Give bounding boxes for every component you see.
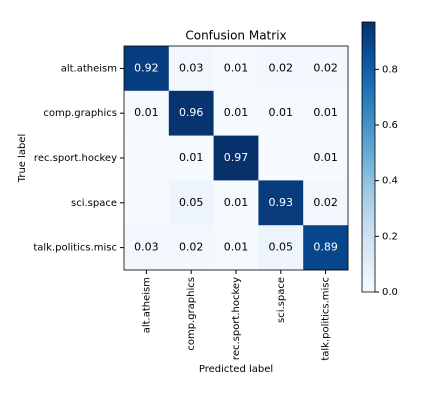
cell bbox=[258, 225, 304, 271]
cell-value: 0.89 bbox=[313, 241, 338, 254]
colorbar-tick-label: 0.2 bbox=[382, 231, 398, 242]
chart-title: Confusion Matrix bbox=[185, 29, 286, 43]
cell-value: 0.01 bbox=[224, 61, 249, 74]
cell-value: 0.96 bbox=[179, 106, 204, 119]
cell-value: 0.05 bbox=[269, 241, 294, 254]
x-tick-label: talk.politics.misc bbox=[321, 277, 332, 361]
x-tick-label: sci.space bbox=[276, 277, 287, 323]
cell bbox=[303, 135, 349, 181]
cell bbox=[124, 225, 170, 271]
cell-value: 0.01 bbox=[134, 106, 159, 119]
cell bbox=[124, 90, 170, 136]
cell-value: 0.01 bbox=[313, 106, 338, 119]
cell-value: 0.97 bbox=[224, 151, 249, 164]
x-tick-label: comp.graphics bbox=[186, 277, 197, 351]
cell-value: 0.01 bbox=[224, 196, 249, 209]
cell-value: 0.03 bbox=[179, 61, 204, 74]
cell bbox=[168, 46, 214, 92]
cell-value: 0.01 bbox=[313, 151, 338, 164]
cell bbox=[303, 180, 349, 226]
cell bbox=[124, 46, 170, 92]
y-tick-label: talk.politics.misc bbox=[33, 243, 117, 254]
cell bbox=[213, 90, 259, 136]
cell bbox=[303, 90, 349, 136]
cell-value: 0.02 bbox=[269, 61, 294, 74]
x-tick-label: rec.sport.hockey bbox=[231, 277, 242, 360]
y-tick-label: alt.atheism bbox=[61, 63, 117, 74]
cell bbox=[258, 135, 304, 181]
cell bbox=[168, 90, 214, 136]
cell-value: 0.05 bbox=[179, 196, 204, 209]
cell bbox=[303, 225, 349, 271]
cell bbox=[213, 180, 259, 226]
cell bbox=[213, 225, 259, 271]
y-tick-label: comp.graphics bbox=[43, 108, 117, 119]
cell-value: 0.92 bbox=[134, 61, 159, 74]
cell-value: 0.01 bbox=[224, 106, 249, 119]
cell bbox=[213, 46, 259, 92]
cell-value: 0.01 bbox=[224, 241, 249, 254]
cell-value: 0.02 bbox=[179, 241, 204, 254]
y-tick-label: rec.sport.hockey bbox=[34, 153, 117, 164]
x-tick-label: alt.atheism bbox=[141, 277, 152, 333]
cell bbox=[258, 90, 304, 136]
cell bbox=[258, 46, 304, 92]
cell-value: 0.03 bbox=[134, 241, 159, 254]
cell bbox=[168, 135, 214, 181]
cell-value: 0.02 bbox=[313, 196, 338, 209]
cell-value: 0.01 bbox=[269, 106, 294, 119]
colorbar-tick-label: 0.0 bbox=[382, 287, 398, 298]
y-axis-label: True label bbox=[17, 134, 28, 184]
colorbar bbox=[361, 21, 376, 293]
cell bbox=[258, 180, 304, 226]
cell-value: 0.01 bbox=[179, 151, 204, 164]
cell bbox=[213, 135, 259, 181]
cell bbox=[168, 225, 214, 271]
cell-value: 0.93 bbox=[269, 196, 294, 209]
colorbar-tick-label: 0.8 bbox=[382, 64, 398, 75]
cell-value: 0.02 bbox=[313, 61, 338, 74]
y-tick-label: sci.space bbox=[71, 198, 117, 209]
cell bbox=[124, 135, 170, 181]
cell bbox=[303, 46, 349, 92]
colorbar-tick-label: 0.4 bbox=[382, 176, 398, 187]
colorbar-tick-label: 0.6 bbox=[382, 120, 398, 131]
cell bbox=[168, 180, 214, 226]
cell bbox=[124, 180, 170, 226]
x-axis-label: Predicted label bbox=[199, 364, 273, 375]
